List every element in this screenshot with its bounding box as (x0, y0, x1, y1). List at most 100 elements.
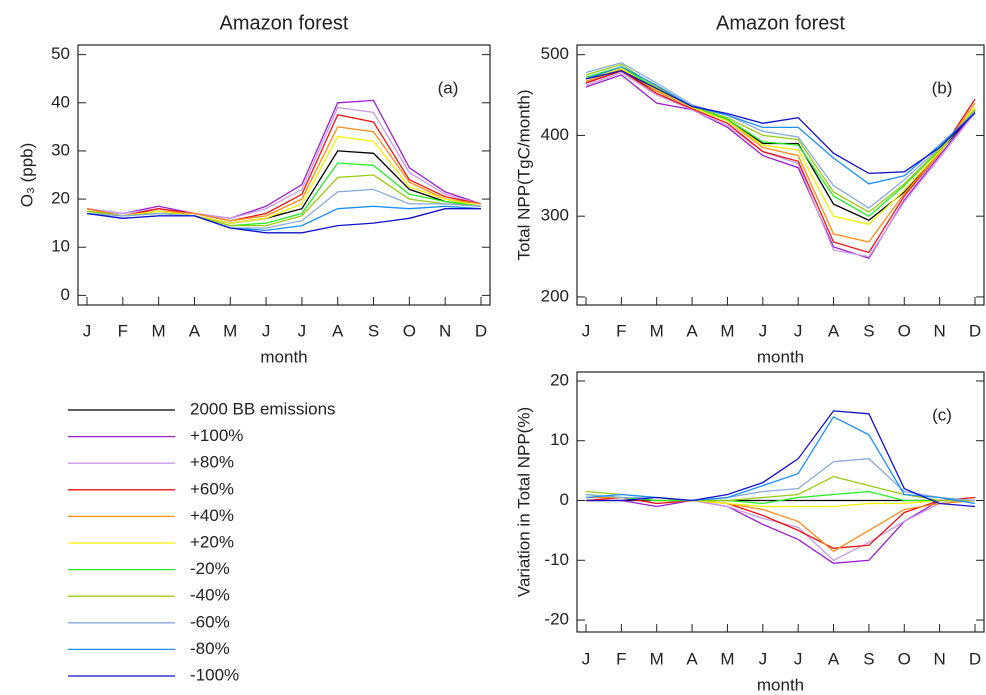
x-axis-label: month (757, 675, 804, 694)
panel-label: (a) (438, 78, 459, 97)
series-line (585, 74, 976, 259)
x-tick-label: J (298, 321, 307, 340)
series-line (86, 208, 481, 234)
series-line (86, 114, 482, 222)
y-tick-label: 500 (541, 44, 569, 63)
series-line (585, 70, 976, 175)
chart-title: Amazon forest (716, 12, 845, 34)
series-line (585, 62, 976, 209)
series-line (585, 67, 976, 226)
y-tick-label: -20 (544, 610, 569, 629)
x-tick-label: A (189, 321, 201, 340)
x-tick-label: M (650, 649, 664, 668)
x-tick-label: A (332, 321, 344, 340)
series-line (585, 496, 976, 549)
plot-frame (576, 371, 985, 633)
x-tick-label: F (118, 321, 128, 340)
legend-label: -100% (190, 665, 239, 684)
series-line (585, 68, 976, 243)
series-line (585, 63, 976, 213)
series-line (86, 188, 482, 229)
x-tick-label: M (152, 321, 166, 340)
x-tick-label: J (582, 321, 591, 340)
legend-label: -60% (190, 612, 230, 631)
series-line (86, 106, 482, 219)
x-tick-label: D (969, 649, 981, 668)
legend-label: -20% (190, 559, 230, 578)
y-axis-label: Variation in Total NPP(%) (514, 407, 533, 597)
x-tick-label: O (898, 321, 911, 340)
series-line (585, 490, 975, 505)
x-axis-label: month (260, 347, 307, 366)
series-line (86, 126, 482, 222)
x-tick-label: J (794, 321, 803, 340)
series-line (86, 135, 482, 224)
x-tick-label: A (686, 321, 698, 340)
x-tick-label: A (828, 649, 840, 668)
legend-label: +60% (190, 479, 234, 498)
x-tick-label: S (368, 321, 379, 340)
series-line (586, 410, 976, 508)
x-tick-label: J (759, 649, 768, 668)
x-tick-label: J (759, 321, 768, 340)
panel-label: (b) (932, 78, 953, 97)
x-tick-label: A (686, 649, 698, 668)
legend-label: -80% (190, 639, 230, 658)
y-axis-label: Total NPP(TgC/month) (514, 90, 533, 261)
x-tick-label: J (794, 649, 803, 668)
y-tick-label: 10 (550, 430, 569, 449)
y-tick-label: -10 (544, 550, 569, 569)
legend-label: +80% (190, 453, 234, 472)
y-tick-label: 20 (550, 370, 569, 389)
x-tick-label: N (933, 649, 945, 668)
plot-frame (77, 44, 491, 306)
x-tick-label: M (650, 321, 664, 340)
y-tick-label: 0 (61, 285, 70, 304)
y-tick-label: 0 (560, 490, 569, 509)
y-axis-label: O₃ (ppb) (17, 143, 36, 208)
x-tick-label: D (475, 321, 487, 340)
x-tick-label: M (223, 321, 237, 340)
y-tick-label: 200 (541, 286, 569, 305)
legend-label: +40% (190, 506, 234, 525)
series-line (586, 499, 975, 564)
legend-label: +20% (190, 532, 234, 551)
y-tick-label: 10 (51, 237, 70, 256)
y-tick-label: 40 (51, 92, 70, 111)
legend-label: +100% (190, 426, 243, 445)
series-line (585, 70, 976, 254)
x-tick-label: A (828, 321, 840, 340)
legend-label: -40% (190, 586, 230, 605)
x-tick-label: S (863, 321, 874, 340)
panel-label: (c) (932, 405, 952, 424)
y-tick-label: 400 (541, 125, 569, 144)
y-tick-label: 30 (51, 140, 70, 159)
series-line (86, 99, 482, 219)
y-tick-label: 50 (51, 44, 70, 63)
y-tick-label: 20 (51, 189, 70, 208)
chart-title: Amazon forest (220, 12, 349, 34)
series-line (586, 496, 976, 553)
x-tick-label: O (898, 649, 911, 668)
x-tick-label: F (616, 321, 626, 340)
x-tick-label: M (720, 649, 734, 668)
series-line (585, 415, 976, 505)
y-tick-label: 300 (541, 206, 569, 225)
legend-label: 2000 BB emissions (190, 399, 336, 418)
x-tick-label: J (582, 649, 591, 668)
x-tick-label: F (616, 649, 626, 668)
series-line (585, 66, 976, 217)
x-axis-label: month (757, 347, 804, 366)
x-tick-label: N (933, 321, 945, 340)
plot-frame (576, 44, 985, 306)
x-tick-label: O (403, 321, 416, 340)
x-tick-label: M (720, 321, 734, 340)
x-tick-label: N (439, 321, 451, 340)
x-tick-label: J (83, 321, 92, 340)
x-tick-label: D (969, 321, 981, 340)
series-line (585, 66, 976, 185)
x-tick-label: S (863, 649, 874, 668)
x-tick-label: J (262, 321, 271, 340)
series-line (585, 71, 976, 258)
